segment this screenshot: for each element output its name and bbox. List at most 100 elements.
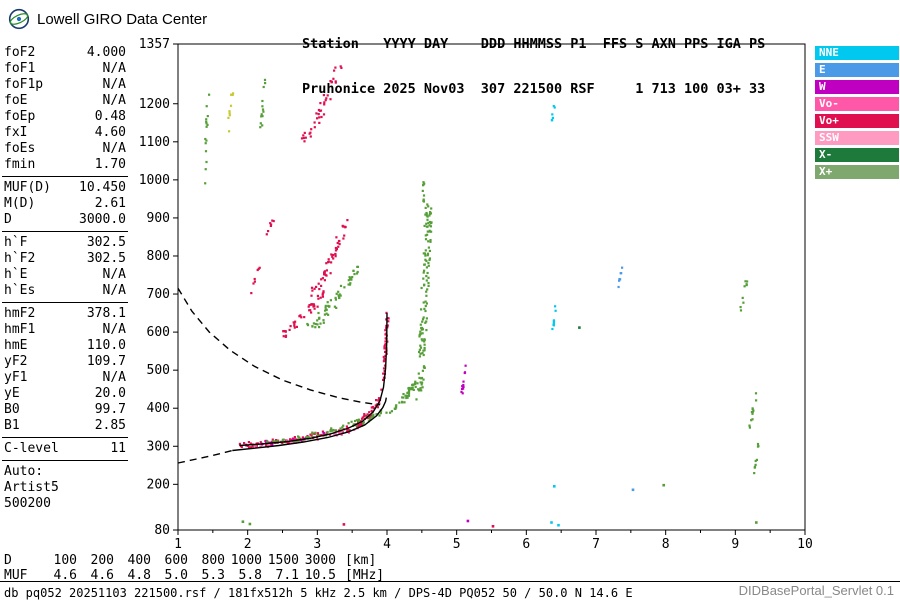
footer-divider xyxy=(0,581,900,582)
muf-cell: 10.5 xyxy=(304,568,336,583)
param-value: N/A xyxy=(102,370,126,385)
param-row: fxI 4.60 xyxy=(2,125,128,141)
param-row: foEs N/A xyxy=(2,141,128,157)
param-label: foEp xyxy=(4,109,36,124)
legend-item-vo: Vo- xyxy=(815,97,899,111)
param-row: h`E N/A xyxy=(2,267,128,283)
param-row: M(D) 2.61 xyxy=(2,196,128,212)
giro-logo-icon xyxy=(8,8,30,30)
param-plain-row: Auto: xyxy=(4,464,44,479)
param-section: C-level 11 xyxy=(2,440,128,461)
axis-ticks: 1 2 3 4 5 6 7 8 9 10 80 200 300 400 500 600 700 800 900 100… xyxy=(139,37,813,552)
param-value: N/A xyxy=(102,267,126,282)
muf-cell: 5.8 xyxy=(238,568,262,583)
curve-o-trace-fit xyxy=(239,313,388,447)
legend-item-x: X+ xyxy=(815,165,899,179)
param-value: 4.60 xyxy=(94,125,126,140)
param-value: 302.5 xyxy=(86,251,126,266)
svg-text:700: 700 xyxy=(147,287,170,302)
brand-title: Lowell GIRO Data Center xyxy=(37,10,208,28)
muf-row-muf: MUF 4.6 4.6 4.8 5.0 5.3 5.8 7.1 10.5 [MHz] xyxy=(4,568,384,583)
param-value: 2.85 xyxy=(94,418,126,433)
param-label: MUF(D) xyxy=(4,180,51,195)
param-label: foF2 xyxy=(4,45,36,60)
param-label: B1 xyxy=(4,418,20,433)
curve-profile-fit xyxy=(232,397,387,452)
param-value: 302.5 xyxy=(86,235,126,250)
muf-cell: 4.8 xyxy=(127,568,151,583)
svg-text:800: 800 xyxy=(147,249,170,264)
param-label: B0 xyxy=(4,402,20,417)
param-label: foE xyxy=(4,93,28,108)
param-row: C-level 11 xyxy=(2,441,128,457)
param-label: h`F2 xyxy=(4,251,36,266)
trace-curves xyxy=(177,287,388,464)
param-value: 110.0 xyxy=(86,338,126,353)
svg-text:600: 600 xyxy=(147,325,170,340)
param-value: 378.1 xyxy=(86,306,126,321)
muf-cell: 200 xyxy=(90,553,114,568)
param-row: B1 2.85 xyxy=(2,418,128,434)
param-section: hmF2 378.1 hmF1 N/A hmE 110.0 yF2 109.7 yF1 N/A yE… xyxy=(2,305,128,438)
param-row: h`Es N/A xyxy=(2,283,128,299)
muf-cell: 4.6 xyxy=(53,568,77,583)
param-value: N/A xyxy=(102,93,126,108)
muf-cell: 800 xyxy=(201,553,225,568)
muf-cell: 5.0 xyxy=(164,568,188,583)
svg-text:900: 900 xyxy=(147,211,170,226)
param-label: D xyxy=(4,212,12,227)
param-value: 4.000 xyxy=(86,45,126,60)
status-bar-text: db pq052 20251103 221500.rsf / 181fx512h… xyxy=(4,586,633,600)
svg-text:1357: 1357 xyxy=(139,37,170,52)
param-sections: foF2 4.000 foF1 N/A foF1p N/A foE N/A foEp 0.48 fx… xyxy=(2,44,128,515)
param-value: 2.61 xyxy=(94,196,126,211)
param-value: N/A xyxy=(102,141,126,156)
muf-row-d: D 100 200 400 600 800 1000 1500 3000 [km] xyxy=(4,553,384,568)
muf-cell: 5.3 xyxy=(201,568,225,583)
muf-unit: [km] xyxy=(345,553,377,568)
param-section: Auto: Artist5 500200 xyxy=(2,463,128,515)
param-value: 99.7 xyxy=(94,402,126,417)
muf-cell: 3000 xyxy=(304,553,336,568)
param-value: N/A xyxy=(102,61,126,76)
param-value: 10.450 xyxy=(79,180,126,195)
param-label: C-level xyxy=(4,441,59,456)
svg-text:1200: 1200 xyxy=(139,97,170,112)
param-row: MUF(D) 10.450 xyxy=(2,180,128,196)
echo-points xyxy=(204,65,760,528)
param-row: yF2 109.7 xyxy=(2,354,128,370)
param-label: foEs xyxy=(4,141,36,156)
param-row: hmF2 378.1 xyxy=(2,306,128,322)
param-label: M(D) xyxy=(4,196,36,211)
legend-item-e: E xyxy=(815,63,899,77)
param-value: 11 xyxy=(110,441,126,456)
muf-cell: 1500 xyxy=(267,553,299,568)
param-row: yF1 N/A xyxy=(2,370,128,386)
muf-cell: 4.6 xyxy=(90,568,114,583)
param-label: foF1p xyxy=(4,77,44,92)
svg-text:7: 7 xyxy=(592,537,600,552)
muf-cell: 7.1 xyxy=(275,568,299,583)
svg-text:1: 1 xyxy=(174,537,182,552)
param-row: h`F2 302.5 xyxy=(2,251,128,267)
muf-row-label: MUF xyxy=(4,568,28,583)
param-label: fxI xyxy=(4,125,28,140)
param-label: hmF2 xyxy=(4,306,36,321)
param-row: hmE 110.0 xyxy=(2,338,128,354)
muf-row-label: D xyxy=(4,553,12,568)
svg-text:400: 400 xyxy=(147,401,170,416)
param-row: h`F 302.5 xyxy=(2,235,128,251)
svg-text:3: 3 xyxy=(313,537,321,552)
curve-extrapolation-upper xyxy=(177,287,381,406)
svg-text:1000: 1000 xyxy=(139,173,170,188)
param-section: h`F 302.5 h`F2 302.5 h`E N/A h`Es N/A xyxy=(2,234,128,303)
param-label: h`Es xyxy=(4,283,36,298)
legend: NNE E W Vo- Vo+ SSW X- X+ xyxy=(815,46,899,182)
param-value: 0.48 xyxy=(94,109,126,124)
param-label: yF2 xyxy=(4,354,28,369)
svg-text:6: 6 xyxy=(522,537,530,552)
param-row: yE 20.0 xyxy=(2,386,128,402)
param-value: 1.70 xyxy=(94,157,126,172)
param-label: foF1 xyxy=(4,61,36,76)
